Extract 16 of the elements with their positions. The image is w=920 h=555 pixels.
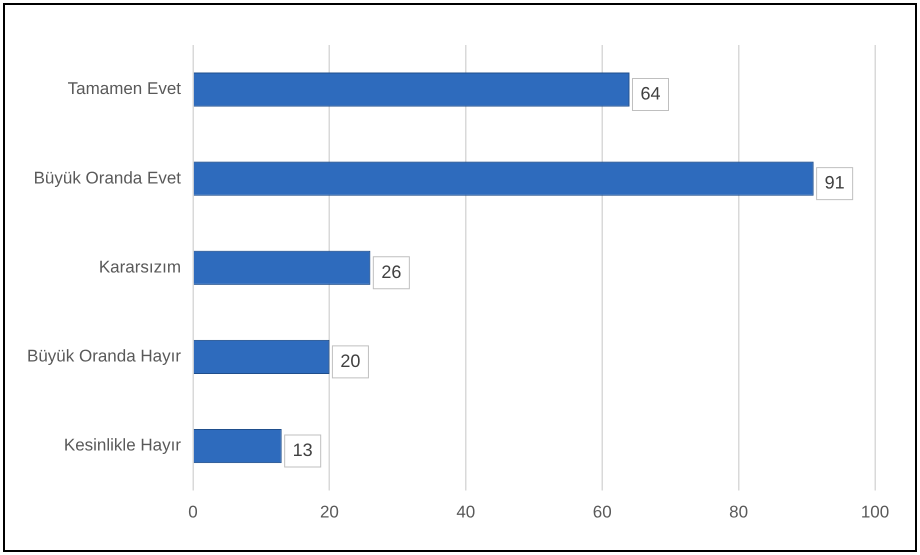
data-label: 64 xyxy=(640,84,661,104)
data-label: 13 xyxy=(292,440,313,460)
y-tick-label: Kararsızım xyxy=(98,257,182,276)
x-tick-label: 0 xyxy=(188,502,198,522)
y-tick-label: Tamamen Evet xyxy=(68,79,182,98)
y-tick-label: Kesinlikle Hayır xyxy=(64,436,182,455)
data-label: 20 xyxy=(340,350,360,371)
x-tick-label: 60 xyxy=(592,502,612,522)
data-label: 26 xyxy=(381,262,402,282)
x-tick-label: 40 xyxy=(456,502,476,522)
data-label: 91 xyxy=(824,172,845,193)
y-tick-label: Büyük Oranda Hayır xyxy=(26,346,182,366)
x-tick-label: 80 xyxy=(729,502,748,522)
y-tick-label: Büyük Oranda Evet xyxy=(34,168,182,188)
x-tick-label: 100 xyxy=(860,502,890,522)
x-tick-label: 20 xyxy=(320,502,339,522)
